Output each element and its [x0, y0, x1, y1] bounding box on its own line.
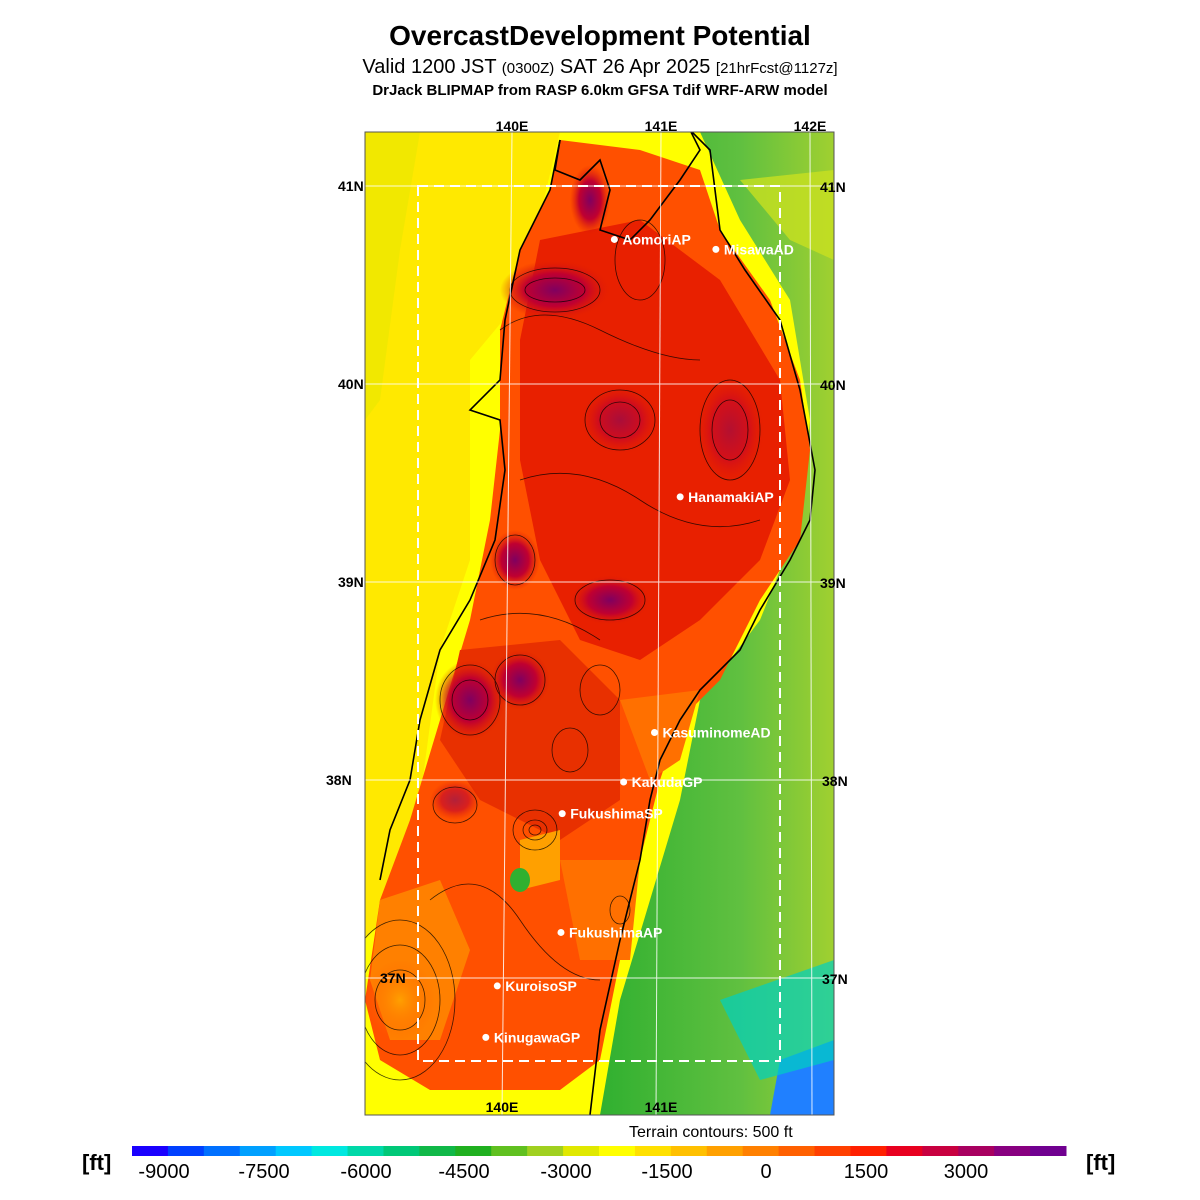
legend-swatch	[958, 1146, 995, 1156]
legend-swatch	[922, 1146, 959, 1156]
legend-swatch	[239, 1146, 277, 1156]
lat-label-left: 39N	[338, 574, 364, 590]
legend-label: -4500	[438, 1161, 489, 1183]
legend-swatch	[599, 1146, 636, 1156]
model-description: DrJack BLIPMAP from RASP 6.0km GFSA Tdif…	[372, 82, 828, 99]
legend-swatch	[132, 1146, 169, 1156]
map-frame	[364, 131, 835, 1116]
lon-label-top: 141E	[645, 118, 678, 134]
utc-time: (0300Z)	[501, 60, 555, 77]
site-dot	[493, 982, 501, 990]
lon-label-top: 140E	[496, 118, 529, 134]
legend-swatch	[311, 1146, 349, 1156]
legend-label: -9000	[138, 1161, 189, 1183]
site-dot	[712, 245, 720, 253]
site-dot	[610, 235, 618, 243]
legend-swatch	[563, 1146, 600, 1156]
legend-swatch	[670, 1146, 708, 1156]
legend-label: -7500	[238, 1161, 289, 1183]
legend-swatch	[167, 1146, 205, 1156]
site-label: MisawaAD	[724, 241, 794, 257]
site-dot	[676, 493, 684, 501]
legend-swatch	[706, 1146, 744, 1156]
lon-label-bottom: 140E	[486, 1099, 519, 1115]
site-dot	[557, 928, 565, 936]
lat-label-right: 38N	[822, 773, 848, 789]
terrain-contours	[365, 219, 761, 1081]
lat-label-right: 41N	[820, 179, 846, 195]
lat-label-left: 37N	[380, 970, 406, 986]
site-label: FukushimaAP	[569, 924, 662, 940]
legend-swatch	[491, 1146, 528, 1156]
coastline-west	[379, 139, 561, 881]
valid-date: SAT 26 Apr 2025	[559, 56, 711, 78]
sea-east	[600, 132, 834, 1115]
forecast-info: [21hrFcst@1127z]	[715, 60, 838, 77]
inner-domain	[417, 185, 781, 1062]
legend-swatch	[886, 1146, 923, 1156]
legend-swatch	[814, 1146, 851, 1156]
site-label: KuroisoSP	[505, 978, 577, 994]
legend-swatch	[383, 1146, 420, 1156]
field-layer	[365, 132, 834, 1115]
valid-time: Valid 1200 JST (0300Z) SAT 26 Apr 2025 […	[0, 56, 1200, 79]
lon-label-top: 142E	[794, 118, 827, 134]
legend-swatch	[742, 1146, 780, 1156]
site-dot	[620, 778, 628, 786]
legend-swatch	[419, 1146, 456, 1156]
site-label: KakudaGP	[632, 774, 703, 790]
legend-label: 3000	[944, 1161, 989, 1183]
legend-label: -3000	[540, 1161, 591, 1183]
color-legend: -9000 -7500 -6000 -4500 -3000 -1500 0 1500 3000	[132, 1146, 1067, 1183]
legend-swatch	[850, 1146, 887, 1156]
site-label: FukushimaSP	[570, 806, 663, 822]
site-label: KinugawaGP	[494, 1029, 580, 1045]
graticule	[365, 132, 834, 1115]
legend-swatch	[994, 1146, 1031, 1156]
legend-label: -1500	[641, 1161, 692, 1183]
legend-label: 1500	[844, 1161, 889, 1183]
lon-label-bottom: 141E	[645, 1099, 678, 1115]
site-dot	[558, 810, 566, 818]
lat-label-left: 40N	[338, 376, 364, 392]
legend-swatch	[275, 1146, 313, 1156]
legend-swatch	[455, 1146, 492, 1156]
legend-swatch	[1030, 1146, 1067, 1156]
legend-swatch	[347, 1146, 384, 1156]
lat-label-right: 40N	[820, 377, 846, 393]
legend-unit-right: [ft]	[1086, 1150, 1115, 1175]
lat-label-left: 41N	[338, 178, 364, 194]
site-markers: AomoriAP MisawaAD HanamakiAP KasuminomeAD Ka…	[482, 231, 794, 1045]
legend-label: -6000	[340, 1161, 391, 1183]
legend-unit-left: [ft]	[82, 1150, 111, 1175]
site-label: HanamakiAP	[688, 489, 774, 505]
site-dot	[482, 1033, 490, 1041]
site-label: AomoriAP	[622, 231, 690, 247]
legend-swatch	[634, 1146, 672, 1156]
legend-swatch	[778, 1146, 816, 1156]
lat-label-right: 39N	[820, 575, 846, 591]
map-title: OvercastDevelopment Potential	[389, 20, 811, 51]
site-label: KasuminomeAD	[663, 724, 771, 740]
legend-swatch	[203, 1146, 241, 1156]
valid-label: Valid 1200 JST	[362, 56, 497, 78]
lat-label-right: 37N	[822, 971, 848, 987]
legend-label: 0	[760, 1161, 771, 1183]
site-dot	[651, 728, 659, 736]
terrain-note: Terrain contours: 500 ft	[629, 1124, 793, 1141]
lat-label-left: 38N	[326, 772, 352, 788]
legend-swatch	[527, 1146, 564, 1156]
